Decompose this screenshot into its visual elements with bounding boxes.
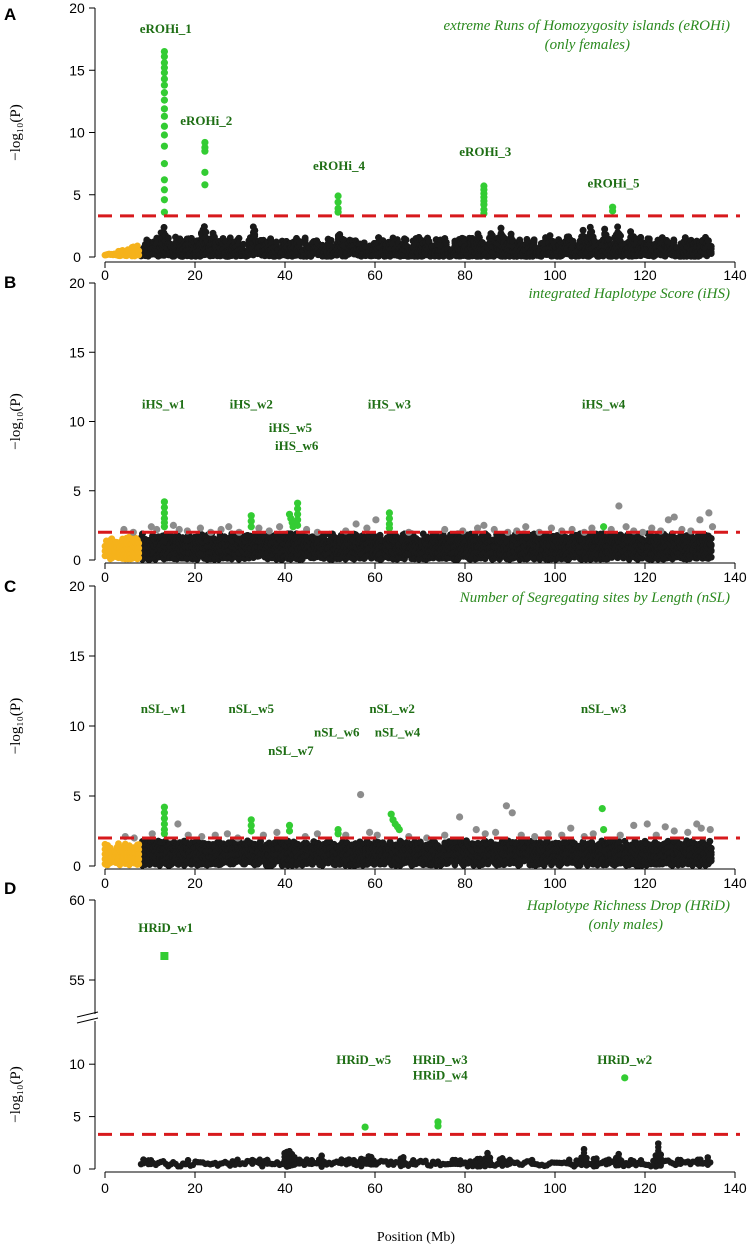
snp-point	[301, 234, 309, 242]
x-tick-label: 80	[457, 569, 473, 585]
snp-point	[160, 223, 168, 231]
y-tick-label: 5	[73, 187, 81, 203]
snp-point	[164, 234, 172, 242]
panel-letter-a: A	[4, 5, 16, 24]
snp-point	[272, 238, 280, 246]
x-tick-label: 100	[543, 267, 567, 283]
y-tick-label: 0	[73, 249, 81, 265]
snp-point	[327, 236, 335, 244]
panel-a-title-line2: (only females)	[545, 37, 630, 53]
panel-b-points	[101, 498, 717, 563]
panel-a-axes: 0 5 10 15 20 −log₁₀(P) 0 20 40 60 80 100 120 140	[8, 0, 747, 283]
window-annotation: eROHi_3	[459, 144, 511, 159]
x-tick-label: 0	[101, 267, 109, 283]
significant-snp-point	[160, 96, 168, 104]
x-tick-label: 120	[633, 569, 657, 585]
significant-snp-point	[160, 52, 168, 61]
snp-point	[296, 238, 303, 245]
significant-snp-point	[334, 198, 342, 206]
y-tick-label: 10	[69, 414, 85, 430]
significant-snp-point	[160, 196, 168, 204]
x-tick-label: 100	[543, 569, 567, 585]
panel-a-title-line1: extreme Runs of Homozygosity islands (eR…	[444, 18, 730, 34]
snp-point	[251, 227, 259, 234]
x-tick-label: 20	[187, 569, 203, 585]
window-annotation: eROHi_1	[140, 21, 192, 36]
significant-snp-point	[201, 168, 209, 176]
y-tick-label: 15	[69, 62, 85, 78]
significant-snp-point	[160, 69, 168, 77]
y-tick-label: 5	[73, 483, 81, 499]
y-tick-label: 20	[69, 275, 85, 291]
x-tick-label: 60	[367, 569, 383, 585]
snp-point	[402, 236, 410, 244]
significant-snp-point	[201, 147, 209, 155]
y-tick-label: 15	[69, 344, 85, 360]
significant-snp-point	[160, 131, 168, 139]
panel-a-points	[101, 47, 715, 260]
y-axis-label: −log₁₀(P)	[8, 104, 24, 160]
snp-point	[251, 232, 259, 240]
x-tick-label: 0	[101, 569, 109, 585]
x-tick-label: 40	[277, 569, 293, 585]
x-tick-label: 140	[723, 569, 747, 585]
x-tick-label: 40	[277, 267, 293, 283]
y-axis-label: −log₁₀(P)	[8, 393, 24, 449]
x-tick-label: 80	[457, 267, 473, 283]
snp-point	[226, 234, 234, 242]
panel-letter-b: B	[4, 273, 16, 292]
y-tick-label: 10	[69, 125, 85, 141]
y-tick-label: 20	[69, 0, 85, 16]
significant-snp-point	[160, 160, 168, 168]
significant-snp-point	[160, 89, 168, 97]
snp-point	[239, 240, 247, 248]
y-tick-label: 0	[73, 552, 81, 568]
significant-snp-point	[160, 81, 168, 89]
significant-snp-point	[160, 142, 168, 150]
x-tick-label: 140	[723, 267, 747, 283]
par-snp-point	[135, 251, 143, 259]
significant-snp-point	[201, 181, 209, 189]
x-tick-label: 60	[367, 267, 383, 283]
significant-snp-point	[160, 75, 168, 83]
significant-snp-point	[609, 207, 617, 215]
snp-point	[202, 228, 210, 236]
significant-snp-point	[160, 112, 168, 120]
snp-point	[200, 223, 208, 231]
panel-a-eROHi: A 0 5 10 15 20 −log₁₀(P) 0 20 40 60 80 100 120 140 ex…	[4, 0, 747, 283]
x-tick-label: 120	[633, 267, 657, 283]
significant-snp-point	[160, 122, 168, 130]
snp-point	[235, 234, 243, 242]
window-annotation: eROHi_5	[588, 175, 640, 190]
significant-snp-point	[334, 192, 342, 200]
snp-point	[707, 248, 715, 256]
x-tick-label: 20	[187, 267, 203, 283]
window-annotation: eROHi_2	[180, 113, 232, 128]
significant-snp-point	[160, 176, 168, 184]
window-annotation: eROHi_4	[313, 158, 365, 173]
significant-snp-point	[160, 105, 168, 113]
significant-snp-point	[160, 186, 168, 194]
snp-point	[211, 233, 218, 241]
